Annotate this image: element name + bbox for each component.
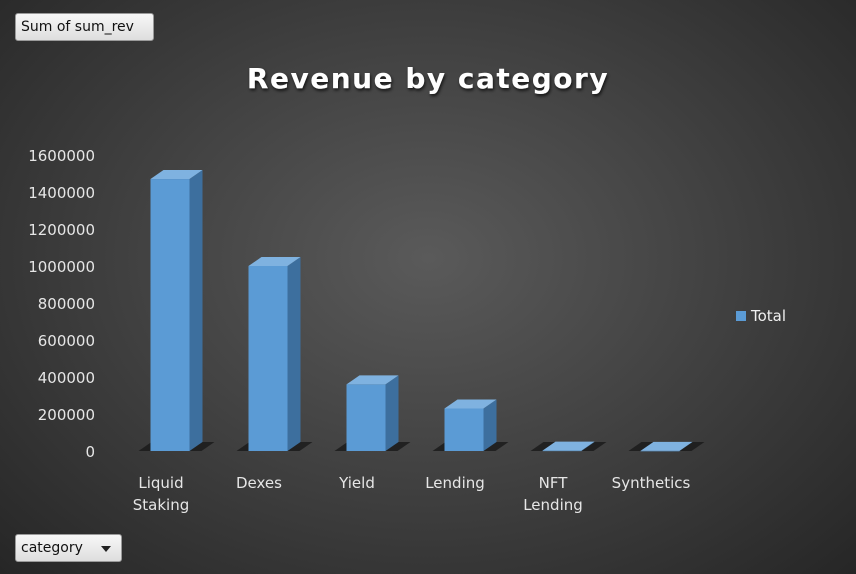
bar-group <box>150 170 203 452</box>
legend-swatch <box>736 311 746 321</box>
category-filter-dropdown[interactable]: category <box>15 534 122 562</box>
x-axis: Liquid Staking Dexes Yield Lending NFT Lending… <box>133 474 691 514</box>
bar-group <box>542 441 595 452</box>
dropdown-arrow-icon <box>101 546 111 552</box>
bars <box>150 170 693 452</box>
legend: Total <box>736 307 786 325</box>
bar-top <box>542 441 595 451</box>
x-tick-label: Dexes <box>236 474 282 492</box>
bar-side <box>679 441 693 451</box>
bar-group <box>346 375 399 451</box>
x-tick-label: Yield <box>338 474 375 492</box>
value-field-label: Sum of sum_rev <box>21 19 134 35</box>
bar-side <box>581 441 595 451</box>
bar-top <box>248 257 301 266</box>
bar-top <box>640 441 693 451</box>
bar-top <box>444 399 497 409</box>
x-tick-label: Liquid Staking <box>133 474 189 514</box>
y-axis: 0 200000 400000 600000 800000 1000000 1200000 1… <box>28 147 95 461</box>
bar-side <box>483 399 497 451</box>
y-tick-label: 800000 <box>38 295 95 313</box>
y-tick-label: 600000 <box>38 332 95 350</box>
bar-side <box>287 257 301 451</box>
bar-side <box>385 375 399 451</box>
category-filter-label: category <box>21 540 83 556</box>
bar-group <box>444 399 497 451</box>
y-tick-label: 200000 <box>38 406 95 424</box>
bar-group <box>640 441 693 452</box>
chart-title: Revenue by category <box>247 62 609 95</box>
bar-side <box>189 170 203 452</box>
y-tick-label: 1000000 <box>28 258 95 276</box>
bar-top <box>150 170 203 180</box>
y-tick-label: 400000 <box>38 369 95 387</box>
bar-front <box>150 179 190 452</box>
y-tick-label: 1400000 <box>28 184 95 202</box>
x-tick-label: NFT Lending <box>523 474 583 514</box>
bar-front <box>640 450 680 452</box>
legend-label: Total <box>750 307 786 325</box>
bar-front <box>248 266 288 451</box>
bar-top <box>346 375 399 385</box>
bar-group <box>248 257 301 451</box>
y-tick-label: 0 <box>85 443 95 461</box>
bar-front <box>542 450 582 452</box>
y-tick-label: 1200000 <box>28 221 95 239</box>
floor-layer <box>138 442 705 451</box>
x-tick-label: Synthetics <box>612 474 691 492</box>
value-field-button[interactable]: Sum of sum_rev <box>15 13 154 41</box>
y-tick-label: 1600000 <box>28 147 95 165</box>
bar-front <box>444 408 484 451</box>
bar-front <box>346 384 386 451</box>
x-tick-label: Lending <box>425 474 485 492</box>
